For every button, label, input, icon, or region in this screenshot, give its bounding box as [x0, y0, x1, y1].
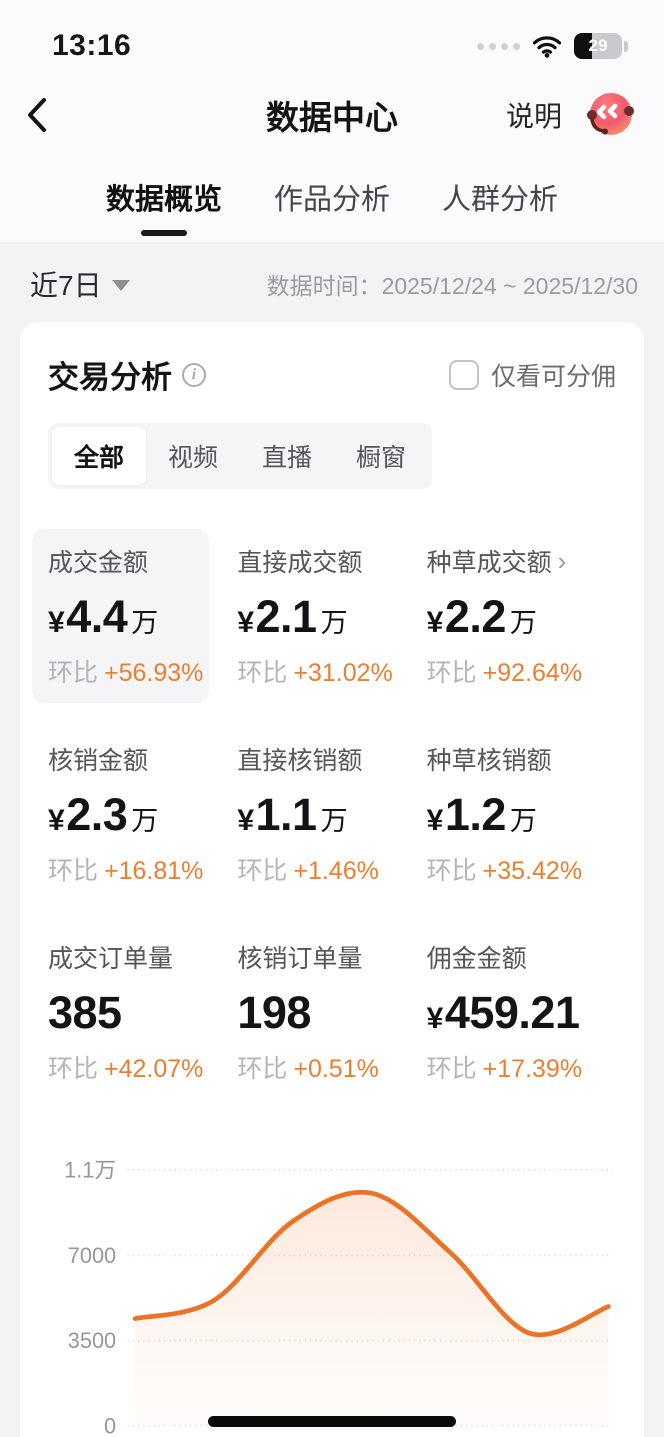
trend-area-chart[interactable]: 0350070001.1万12.2412.2512.2612.2712.2812… — [48, 1137, 616, 1437]
commission-only-toggle[interactable]: 仅看可分佣 — [448, 357, 616, 393]
info-icon[interactable]: i — [182, 362, 206, 387]
checkbox-label: 仅看可分佣 — [490, 362, 616, 391]
status-bar: 13:16 29 — [0, 20, 664, 72]
chevron-right-icon: › — [557, 546, 567, 576]
metric-redeemed-amount[interactable]: 核销金额 ¥2.3 万 环比 +16.81% — [48, 747, 204, 885]
wifi-icon — [532, 36, 562, 58]
cellular-signal-icon — [477, 42, 520, 50]
clock: 13:16 — [52, 29, 132, 62]
chart-line — [132, 1189, 611, 1338]
segment-showcase[interactable]: 橱窗 — [356, 444, 407, 472]
y-tick-label: 3500 — [68, 1328, 116, 1353]
y-tick-label: 0 — [104, 1413, 116, 1437]
chevron-left-icon — [28, 98, 46, 132]
trade-card-title: 交易分析 — [48, 360, 172, 395]
metric-gmv[interactable]: 成交金额 ¥4.4 万 环比 +56.93% — [31, 529, 237, 703]
y-tick-label: 7000 — [68, 1243, 116, 1268]
filter-row: 近7日 数据时间：2025/12/24 ~ 2025/12/30 — [0, 242, 664, 322]
trend-chart-svg: 0350070001.1万12.2412.2512.2612.2712.2812… — [64, 1158, 613, 1437]
avatar[interactable] — [584, 88, 638, 142]
back-button[interactable] — [26, 93, 70, 137]
battery-percent: 29 — [588, 36, 608, 55]
metric-grid: 成交金额 ¥4.4 万 环比 +56.93% 直接成交额 ¥2.1 万 环比 +31.0… — [31, 529, 616, 1097]
home-indicator[interactable] — [208, 1416, 456, 1427]
chart-area-fill — [135, 1192, 609, 1426]
tab-content-analysis[interactable]: 作品分析 — [273, 184, 390, 216]
metric-commission[interactable]: 佣金金额 ¥459.21 环比 +17.39% — [426, 945, 583, 1083]
metric-direct-redeemed[interactable]: 直接核销额 ¥1.1 万 环比 +1.46% — [237, 747, 379, 885]
segment-all[interactable]: 全部 — [52, 427, 147, 485]
y-tick-label: 1.1万 — [64, 1158, 116, 1183]
battery-icon: 29 — [574, 33, 628, 59]
data-time-text: 数据时间：2025/12/24 ~ 2025/12/30 — [266, 273, 638, 299]
date-range-label: 近7日 — [30, 270, 102, 301]
top-bar-area: 13:16 29 数据中心 说明 — [0, 0, 664, 242]
checkbox-unchecked[interactable] — [448, 359, 479, 390]
date-range-picker[interactable]: 近7日 — [30, 264, 130, 304]
help-button[interactable]: 说明 — [505, 101, 562, 132]
metric-redeemed-orders[interactable]: 核销订单量 198 环比 +0.51% — [237, 945, 379, 1083]
metric-direct-gmv[interactable]: 直接成交额 ¥2.1 万 环比 +31.02% — [237, 549, 393, 687]
metric-seeding-gmv[interactable]: 种草成交额 › ¥2.2 万 环比 +92.64% — [426, 546, 583, 687]
segment-live[interactable]: 直播 — [262, 444, 313, 472]
trade-segment-control: 全部 视频 直播 橱窗 — [48, 423, 433, 489]
metric-order-count[interactable]: 成交订单量 385 环比 +42.07% — [48, 945, 204, 1083]
segment-video[interactable]: 视频 — [168, 444, 219, 472]
nav-header: 数据中心 说明 — [0, 72, 664, 158]
tab-data-overview[interactable]: 数据概览 — [106, 176, 222, 238]
tab-audience-analysis[interactable]: 人群分析 — [442, 184, 559, 216]
metric-seeding-redeemed[interactable]: 种草核销额 ¥1.2 万 环比 +35.42% — [426, 747, 583, 885]
trade-analysis-card: 交易分析 i 仅看可分佣 全部 视频 直播 橱窗 成交金额 ¥4.4 万 环比 +5… — [20, 322, 644, 1437]
caret-down-icon — [111, 280, 130, 291]
top-tab-bar: 数据概览 作品分析 人群分析 — [0, 158, 664, 242]
